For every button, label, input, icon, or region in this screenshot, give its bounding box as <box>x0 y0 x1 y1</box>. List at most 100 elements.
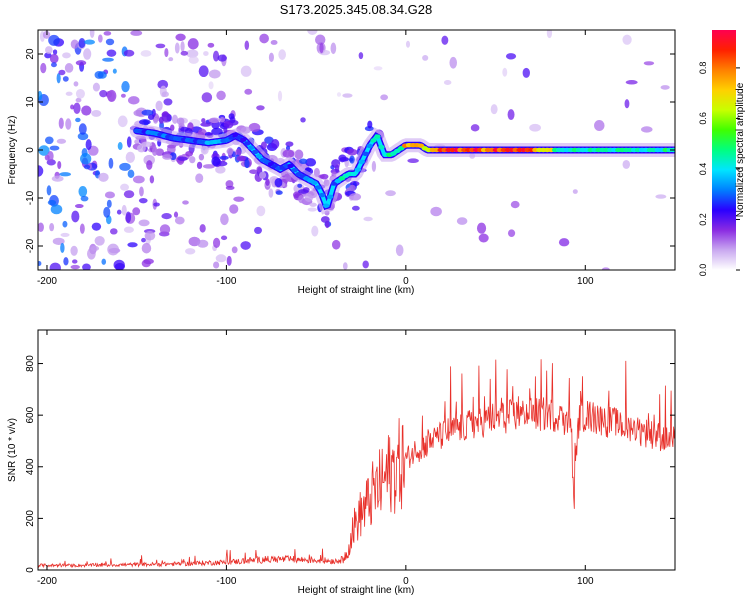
spectrogram-noise-blob <box>62 76 69 82</box>
spectrogram-noise-blob <box>349 184 356 192</box>
spectrogram-noise-blob <box>138 119 151 125</box>
spectrogram-noise-blob <box>622 34 632 45</box>
spectrogram-noise-blob <box>277 90 283 102</box>
spectrogram-noise-blob <box>476 222 487 234</box>
spectrogram-noise-blob <box>236 155 246 162</box>
spectrogram-noise-blob <box>125 211 132 223</box>
spectrogram-noise-blob <box>70 264 80 270</box>
spectrogram-noise-blob <box>507 109 515 121</box>
spectrogram-y-tick-label: 0 <box>25 147 36 153</box>
spectrogram-noise-blob <box>507 229 516 238</box>
colorbar-tick-label: 0.2 <box>698 213 708 226</box>
spectrogram-signal-track <box>129 123 675 215</box>
spectrogram-noise-blob <box>81 105 92 116</box>
spectrogram-noise-blob <box>256 205 266 217</box>
signal-track-sample <box>244 141 251 146</box>
spectrogram-noise-blob <box>127 169 135 178</box>
spectrogram-noise-blob <box>38 261 42 267</box>
spectrogram-noise-blob <box>330 42 337 55</box>
signal-track-sample <box>397 146 405 151</box>
spectrogram-noise-blob <box>169 124 175 132</box>
spectrogram-noise-blob <box>117 142 123 151</box>
spectrogram-noise-blob <box>212 237 221 249</box>
spectrogram-noise-blob <box>256 105 265 111</box>
spectrogram-noise-blob <box>216 90 226 101</box>
spectrogram-noise-blob <box>49 223 55 232</box>
spectrogram-noise-blob <box>177 156 188 161</box>
spectrogram-noise-blob <box>140 50 152 57</box>
spectrogram-noise-blob <box>48 34 60 46</box>
snr-y-ticks: 0 200 400 600 800 <box>25 355 675 573</box>
spectrogram-noise-blob <box>70 104 75 110</box>
spectrogram-noise-blob <box>395 244 404 257</box>
spectrogram-y-ticks: -20 -10 0 10 20 <box>25 48 675 253</box>
spectrogram-noise-blob <box>298 194 305 204</box>
spectrogram-noise-blob <box>112 68 117 74</box>
signal-track-sample <box>378 144 385 150</box>
spectrogram-noise-blob <box>358 52 364 60</box>
spectrogram-noise-blob <box>300 117 306 123</box>
spectrogram-noise-blob <box>307 207 317 212</box>
spectrogram-noise-blob <box>62 52 71 59</box>
spectrogram-noise-blob <box>240 241 251 250</box>
snr-x-tick-label: 0 <box>403 576 409 587</box>
spectrogram-noise-blob <box>490 104 498 115</box>
spectrogram-noise-blob <box>116 209 122 215</box>
spectrogram-noise-blob <box>151 108 156 118</box>
spectrogram-noise-blob <box>78 123 87 135</box>
spectrogram-noise-blob <box>104 191 115 199</box>
spectrogram-x-tick-label: 0 <box>403 276 409 287</box>
spectrogram-noise-blob <box>380 94 389 101</box>
spectrogram-noise-blob <box>275 190 283 195</box>
spectrogram-noise-blob <box>185 248 196 255</box>
spectrogram-noise-blob <box>134 139 141 145</box>
spectrogram-noise-blob <box>50 204 63 215</box>
spectrogram-noise-blob <box>49 53 59 64</box>
spectrogram-y-axis-label: Frequency (Hz) <box>7 116 18 185</box>
spectrogram-noise-blob <box>348 157 354 162</box>
spectrogram-noise-blob <box>163 98 173 106</box>
spectrogram-noise-blob <box>72 259 78 264</box>
spectrogram-noise-blob <box>40 62 47 74</box>
spectrogram-noise-blob <box>558 238 570 247</box>
spectrogram-noise-blob <box>80 195 89 202</box>
snr-frame <box>37 329 676 571</box>
spectrogram-noise-blob <box>201 92 213 103</box>
signal-track-sample <box>315 185 322 190</box>
signal-track-sample <box>366 143 373 149</box>
spectrogram-noise-blob <box>133 109 144 117</box>
spectrogram-noise-blob <box>572 189 578 194</box>
spectrogram-noise-blob <box>126 136 132 148</box>
spectrogram-noise-blob <box>92 82 100 92</box>
spectrogram-noise-blob <box>268 188 274 198</box>
spectrogram-noise-blob <box>256 166 263 173</box>
spectrogram-noise-blob <box>294 149 304 160</box>
spectrogram-noise-blob <box>268 52 274 62</box>
spectrogram-noise-blob <box>174 216 185 225</box>
spectrogram-noise-blob <box>220 213 229 226</box>
spectrogram-noise-blob <box>52 49 58 55</box>
spectrogram-noise-blob <box>91 222 102 231</box>
colorbar-label: Normalized spectral amplitude <box>735 82 746 217</box>
figure-title: S173.2025.345.08.34.G28 <box>280 2 433 17</box>
spectrogram-noise-blob <box>51 62 57 68</box>
spectrogram-noise-blob <box>199 224 206 233</box>
spectrogram-noise-blob <box>334 164 340 173</box>
spectrogram-noise-blob <box>254 226 262 234</box>
spectrogram-noise-blob <box>309 202 317 207</box>
spectrogram-noise-blob <box>77 132 89 141</box>
spectrogram-noise-blob <box>529 123 541 132</box>
spectrogram-noise-blob <box>180 50 189 56</box>
spectrogram-noise-blob <box>622 159 631 169</box>
spectrogram-noise-blob <box>195 173 204 184</box>
spectrogram-noise-blob <box>108 157 114 169</box>
spectrogram-noise-blob <box>505 53 517 60</box>
spectrogram-noise-blob <box>121 204 127 216</box>
spectrogram-noise-blob <box>305 158 317 167</box>
spectrogram-noise-blob <box>351 205 360 211</box>
spectrogram-noise-blob <box>223 125 228 135</box>
signal-track-sample <box>291 167 298 173</box>
spectrogram-noise-blob <box>103 206 111 218</box>
spectrogram-noise-blob <box>324 220 330 229</box>
spectrogram-noise-blob <box>349 193 362 201</box>
